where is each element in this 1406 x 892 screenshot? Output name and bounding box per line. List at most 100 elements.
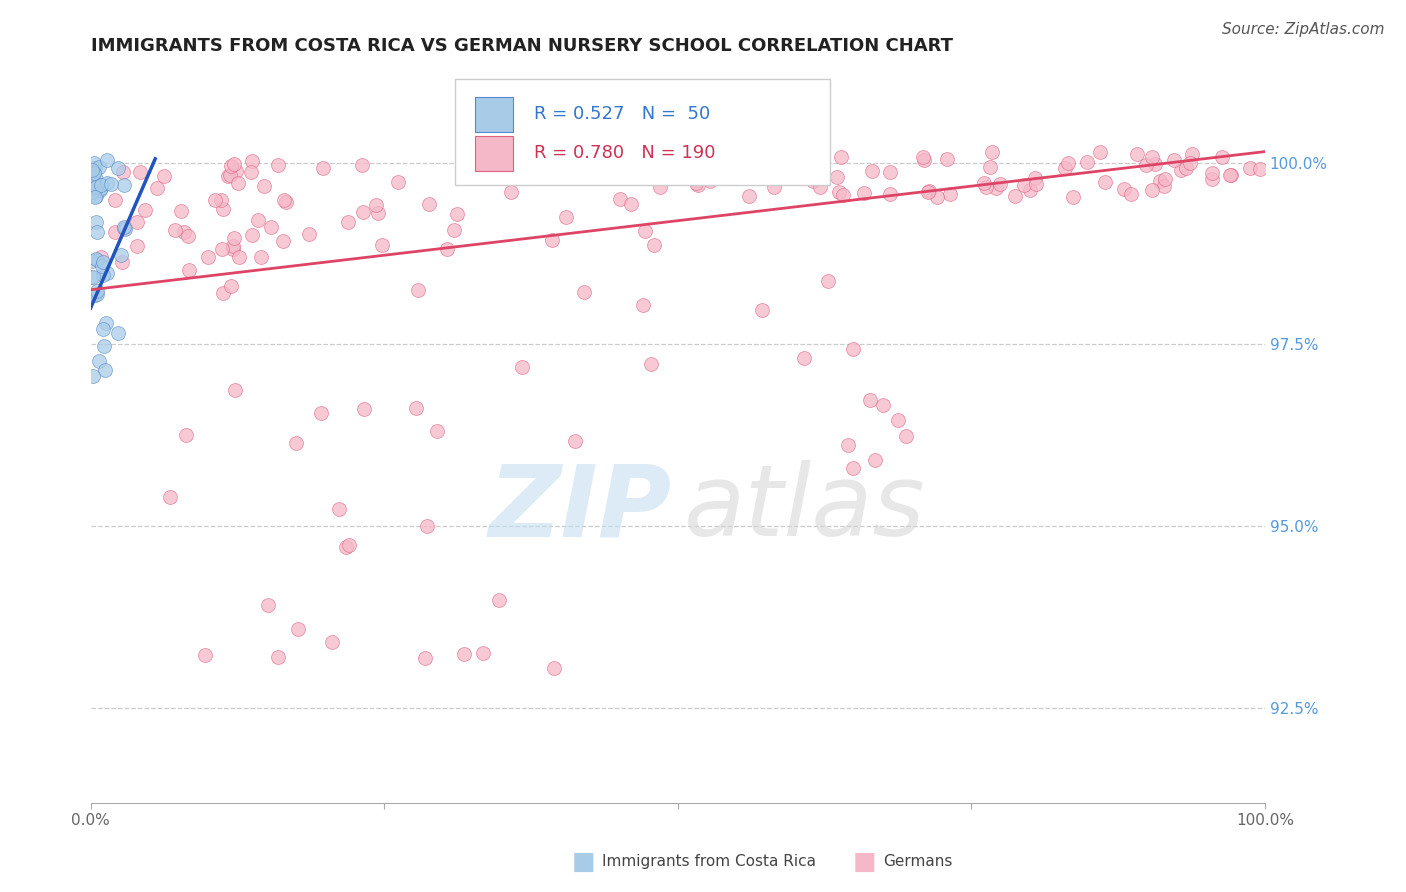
Point xyxy=(766,156,789,170)
Point xyxy=(350,159,373,173)
Point xyxy=(125,239,148,253)
Point xyxy=(226,177,249,191)
Point xyxy=(211,242,233,256)
Point xyxy=(860,164,883,178)
Point xyxy=(90,259,112,273)
Point xyxy=(96,153,118,167)
Point xyxy=(443,223,465,237)
Point xyxy=(1170,163,1192,178)
Point xyxy=(257,598,280,612)
Point xyxy=(211,202,233,216)
Point xyxy=(211,193,233,207)
Point xyxy=(86,188,108,202)
Point xyxy=(176,428,198,442)
Point xyxy=(912,150,935,164)
Point xyxy=(246,213,269,227)
Point xyxy=(312,161,335,175)
Point xyxy=(1057,156,1080,170)
Text: ■: ■ xyxy=(572,850,595,873)
Point xyxy=(1143,157,1166,171)
Point xyxy=(112,220,135,235)
Point xyxy=(1178,156,1201,170)
Point xyxy=(879,186,901,201)
Point xyxy=(1004,189,1026,203)
Point xyxy=(80,253,103,268)
Point xyxy=(686,178,709,193)
Point xyxy=(808,179,831,194)
Point xyxy=(879,165,901,179)
Point xyxy=(267,650,290,665)
Point xyxy=(841,461,863,475)
Point xyxy=(634,224,657,238)
Point xyxy=(1201,171,1223,186)
Text: atlas: atlas xyxy=(683,460,925,558)
Point xyxy=(773,163,796,178)
Point xyxy=(842,342,865,356)
Point xyxy=(543,661,565,675)
Point xyxy=(271,234,294,248)
Point xyxy=(353,401,375,416)
Point xyxy=(564,434,586,448)
Point xyxy=(240,227,263,242)
Point xyxy=(1250,162,1272,177)
Point xyxy=(1062,190,1084,204)
Point xyxy=(488,592,510,607)
Point xyxy=(1175,161,1198,176)
Point xyxy=(371,238,394,252)
Point xyxy=(1119,187,1142,202)
Point xyxy=(80,175,103,189)
Point xyxy=(221,160,243,174)
Point xyxy=(609,192,631,206)
Text: IMMIGRANTS FROM COSTA RICA VS GERMAN NURSERY SCHOOL CORRELATION CHART: IMMIGRANTS FROM COSTA RICA VS GERMAN NUR… xyxy=(90,37,953,55)
Point xyxy=(287,622,309,636)
Point xyxy=(801,174,824,188)
Point xyxy=(1181,146,1204,161)
Point xyxy=(859,392,882,407)
Point xyxy=(93,255,115,269)
Point xyxy=(96,266,118,280)
Point xyxy=(1140,149,1163,163)
Point xyxy=(1219,168,1241,182)
Point xyxy=(83,166,105,180)
Point xyxy=(83,287,105,301)
Point xyxy=(499,185,522,199)
Point xyxy=(90,178,112,193)
Point xyxy=(742,148,765,162)
Point xyxy=(387,175,409,189)
Point xyxy=(1153,178,1175,193)
Point xyxy=(221,278,243,293)
Point xyxy=(765,161,787,176)
Point xyxy=(614,165,637,179)
Point xyxy=(744,163,766,178)
Point xyxy=(94,363,117,377)
Point xyxy=(337,214,360,228)
Point xyxy=(194,648,217,663)
Point xyxy=(828,185,851,199)
Point xyxy=(681,162,703,177)
Point xyxy=(1149,174,1171,188)
Point xyxy=(84,215,107,229)
Point xyxy=(249,251,271,265)
Point xyxy=(222,157,245,171)
Point xyxy=(793,351,815,365)
Point xyxy=(1088,145,1111,160)
Point xyxy=(704,160,727,174)
Point xyxy=(938,186,960,201)
Point xyxy=(709,156,731,170)
Point xyxy=(84,161,107,175)
Point xyxy=(540,233,562,247)
Point xyxy=(84,169,107,184)
Point xyxy=(783,163,806,178)
Point xyxy=(111,165,134,179)
Point xyxy=(197,251,219,265)
Point xyxy=(90,181,112,195)
Point xyxy=(832,187,855,202)
Point xyxy=(228,250,250,264)
Text: Immigrants from Costa Rica: Immigrants from Costa Rica xyxy=(602,855,815,869)
Point xyxy=(979,160,1001,174)
Point xyxy=(146,181,169,195)
Point xyxy=(86,226,108,240)
Point xyxy=(896,428,918,442)
Point xyxy=(82,180,104,194)
Point xyxy=(1239,161,1261,175)
